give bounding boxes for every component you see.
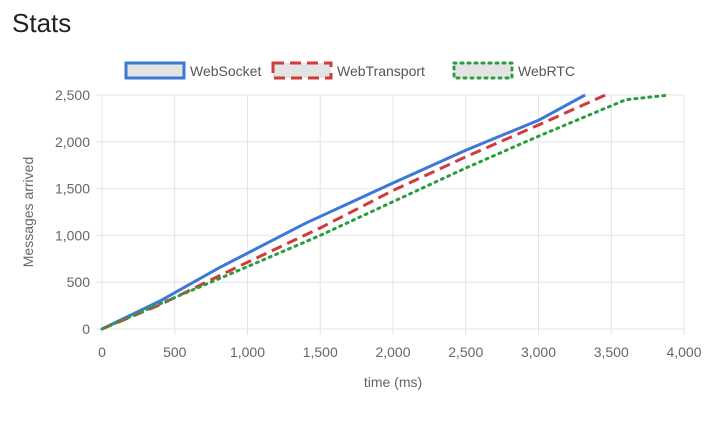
legend-label: WebTransport xyxy=(337,63,425,79)
series-line-websocket xyxy=(101,93,586,331)
y-tick-label: 2,500 xyxy=(55,87,90,103)
x-tick-label: 4,000 xyxy=(666,344,701,360)
y-tick-label: 0 xyxy=(82,321,90,337)
series-line-webrtc xyxy=(100,93,671,331)
legend-swatch xyxy=(271,61,333,80)
x-tick-label: 3,500 xyxy=(594,344,629,360)
y-tick-label: 2,000 xyxy=(55,134,90,150)
legend-label: WebRTC xyxy=(518,63,575,79)
legend-item-websocket[interactable]: WebSocket xyxy=(124,61,261,80)
x-tick-label: 1,500 xyxy=(303,344,338,360)
legend-item-webtransport[interactable]: WebTransport xyxy=(271,61,425,80)
page-title: Stats xyxy=(12,8,72,38)
x-tick-label: 1,000 xyxy=(230,344,265,360)
x-axis-title: time (ms) xyxy=(364,374,422,390)
legend-swatch xyxy=(124,61,186,80)
x-tick-label: 3,000 xyxy=(521,344,556,360)
legend-swatch xyxy=(452,61,514,80)
series-line-webtransport xyxy=(101,93,607,331)
x-tick-label: 500 xyxy=(163,344,187,360)
series-lines xyxy=(100,93,671,331)
y-tick-label: 1,500 xyxy=(55,181,90,197)
legend-label: WebSocket xyxy=(190,63,261,79)
y-axis-title: Messages arrived xyxy=(20,157,36,268)
y-tick-label: 500 xyxy=(67,274,91,290)
x-tick-label: 2,500 xyxy=(448,344,483,360)
legend-item-webrtc[interactable]: WebRTC xyxy=(452,61,575,80)
legend[interactable]: WebSocket WebTransport WebRTC xyxy=(124,61,575,80)
x-tick-label: 2,000 xyxy=(375,344,410,360)
axis-ticks: 0 500 1,000 1,500 2,000 2,500 3,000 3,500 4,000 0… xyxy=(55,87,702,360)
x-tick-label: 0 xyxy=(98,344,106,360)
y-tick-label: 1,000 xyxy=(55,227,90,243)
grid xyxy=(96,94,685,335)
